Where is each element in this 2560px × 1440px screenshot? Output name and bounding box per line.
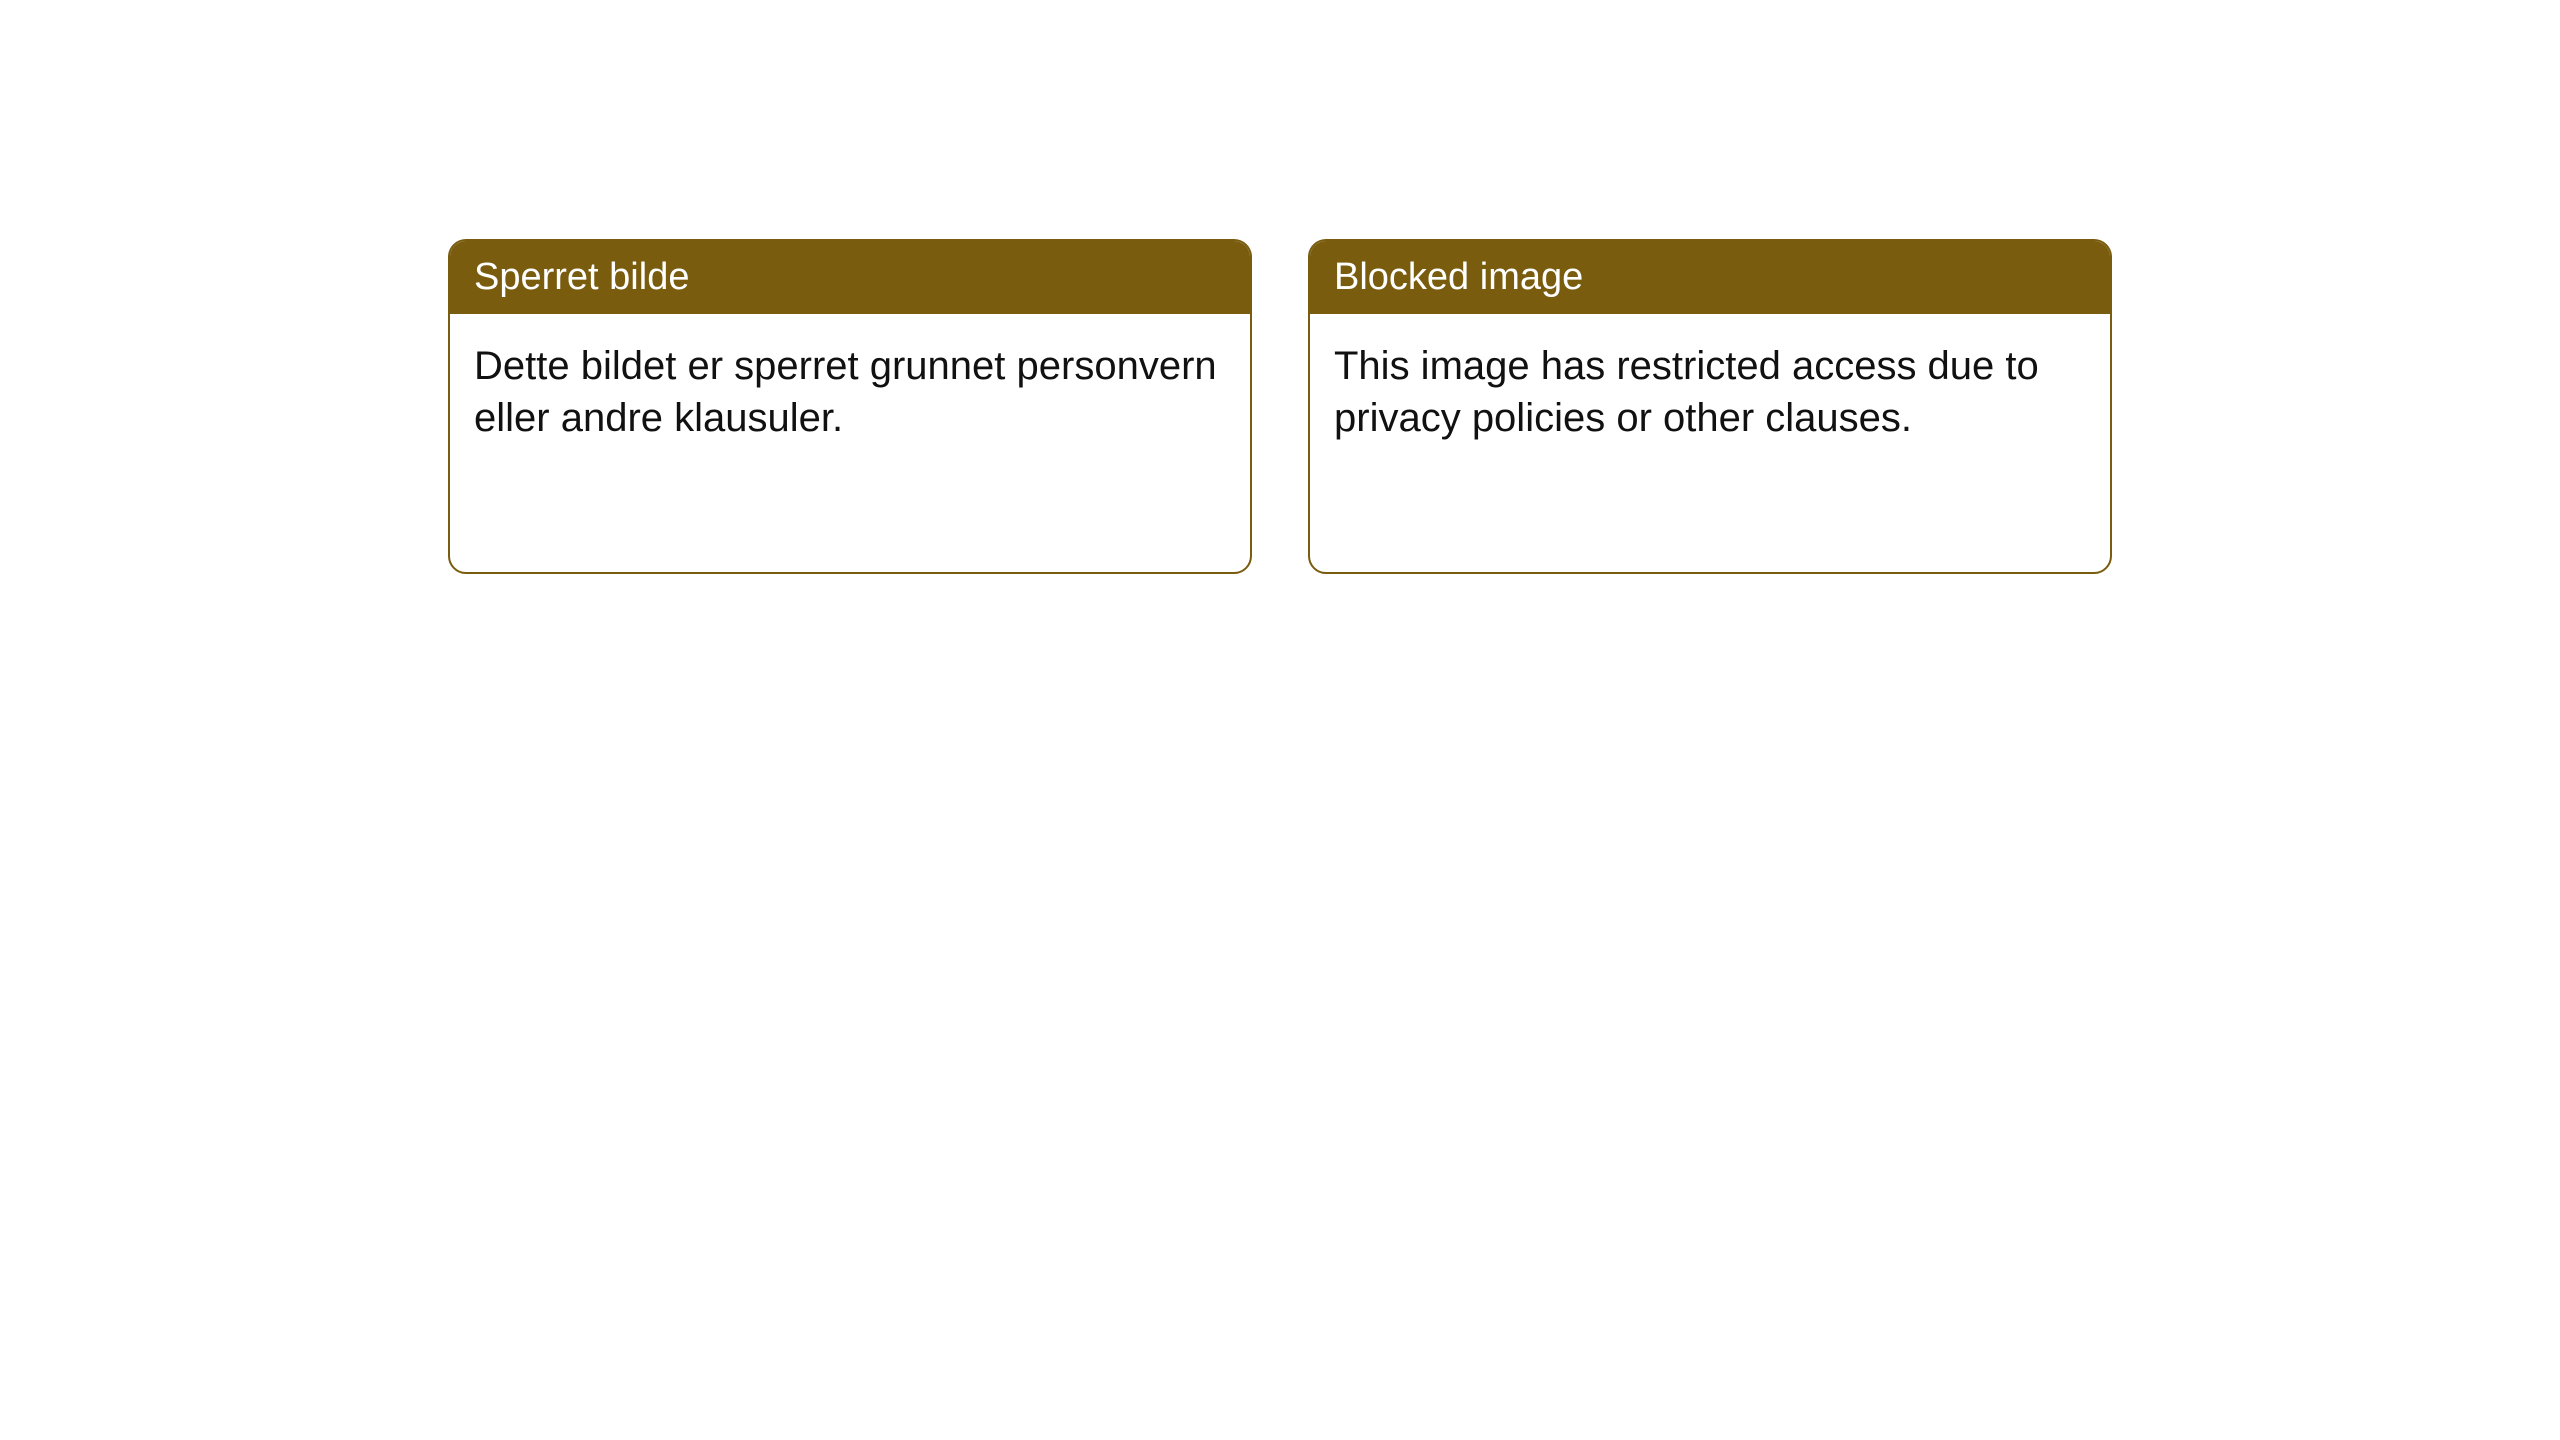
card-body-en: This image has restricted access due to … (1310, 314, 2110, 470)
blocked-image-card-no: Sperret bilde Dette bildet er sperret gr… (448, 239, 1252, 574)
blocked-image-cards: Sperret bilde Dette bildet er sperret gr… (448, 239, 2112, 574)
card-body-no: Dette bildet er sperret grunnet personve… (450, 314, 1250, 470)
card-header-en: Blocked image (1310, 241, 2110, 314)
card-header-no: Sperret bilde (450, 241, 1250, 314)
blocked-image-card-en: Blocked image This image has restricted … (1308, 239, 2112, 574)
